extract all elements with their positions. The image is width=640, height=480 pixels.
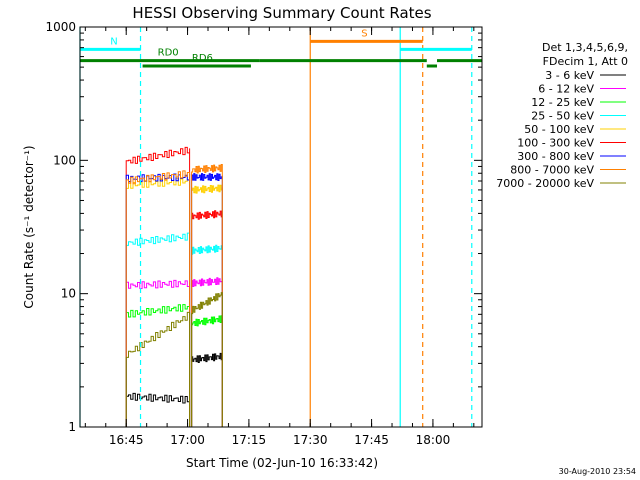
flag-label-n: N — [110, 36, 117, 47]
series-segment — [125, 146, 191, 427]
legend-header-1: Det 1,3,4,5,6,9, — [542, 41, 628, 54]
flag-layer: N S RD0 RD6 — [79, 27, 482, 427]
x-tick-label: 17:00 — [170, 433, 205, 447]
series-segment — [125, 279, 191, 427]
legend-label: 12 - 25 keV — [531, 96, 594, 109]
legend: Det 1,3,4,5,6,9, FDecim 1, Att 0 3 - 6 k… — [496, 41, 628, 190]
legend-label: 300 - 800 keV — [517, 150, 594, 163]
legend-label: 25 - 50 keV — [531, 110, 594, 123]
series-7000-20000-kev — [125, 292, 223, 427]
y-tick-label: 100 — [53, 153, 76, 167]
legend-label: 800 - 7000 keV — [510, 164, 594, 177]
series-segment — [125, 304, 191, 427]
y-axis-label: Count Rate (s⁻¹ detector⁻¹) — [22, 145, 36, 308]
series-6-12-kev — [125, 277, 223, 427]
flag-label-s: S — [361, 28, 367, 39]
series-layer — [125, 146, 223, 427]
legend-header-2: FDecim 1, Att 0 — [543, 55, 628, 68]
legend-label: 6 - 12 keV — [538, 83, 594, 96]
footer-date: 30-Aug-2010 23:54 — [559, 467, 636, 476]
series-segment — [125, 232, 191, 427]
flag-label-rd6: RD6 — [192, 53, 213, 64]
legend-label: 100 - 300 keV — [517, 137, 594, 150]
series-3-6-kev — [125, 352, 223, 427]
series-segment — [191, 244, 223, 427]
chart-title: HESSI Observing Summary Count Rates — [132, 4, 431, 22]
series-segment — [191, 164, 223, 427]
plot-frame — [79, 26, 483, 428]
series-segment — [125, 170, 191, 427]
series-segment — [125, 178, 191, 427]
x-axis-label: Start Time (02-Jun-10 16:33:42) — [186, 456, 378, 470]
y-tick-label: 10 — [61, 287, 76, 301]
axis-layer: 1 10 100 1000 16:45 17:00 17:15 17:30 17:45 18:00 — [45, 20, 482, 447]
series-800-7000-kev — [125, 164, 223, 427]
x-tick-label: 16:45 — [109, 433, 144, 447]
series-segment — [191, 173, 223, 427]
series-100-300-kev — [125, 146, 223, 427]
series-segment — [191, 277, 223, 427]
series-segment — [191, 315, 223, 427]
flag-label-rd0: RD0 — [158, 48, 179, 59]
series-segment — [191, 184, 223, 427]
legend-label: 50 - 100 keV — [524, 123, 594, 136]
series-segment — [125, 392, 191, 427]
x-tick-label: 17:30 — [293, 433, 328, 447]
series-segment — [125, 311, 191, 427]
series-segment — [191, 352, 223, 427]
x-tick-label: 17:15 — [232, 433, 267, 447]
y-tick-label: 1000 — [45, 20, 76, 34]
series-segment — [125, 173, 191, 427]
series-12-25-kev — [125, 304, 223, 427]
series-segment — [191, 210, 223, 427]
series-50-100-kev — [125, 178, 223, 427]
x-tick-label: 18:00 — [416, 433, 451, 447]
legend-label: 3 - 6 keV — [545, 69, 594, 82]
legend-label: 7000 - 20000 keV — [496, 177, 594, 190]
y-tick-label: 1 — [68, 420, 76, 434]
x-tick-label: 17:45 — [354, 433, 389, 447]
series-25-50-kev — [125, 232, 223, 427]
series-segment — [191, 292, 223, 427]
